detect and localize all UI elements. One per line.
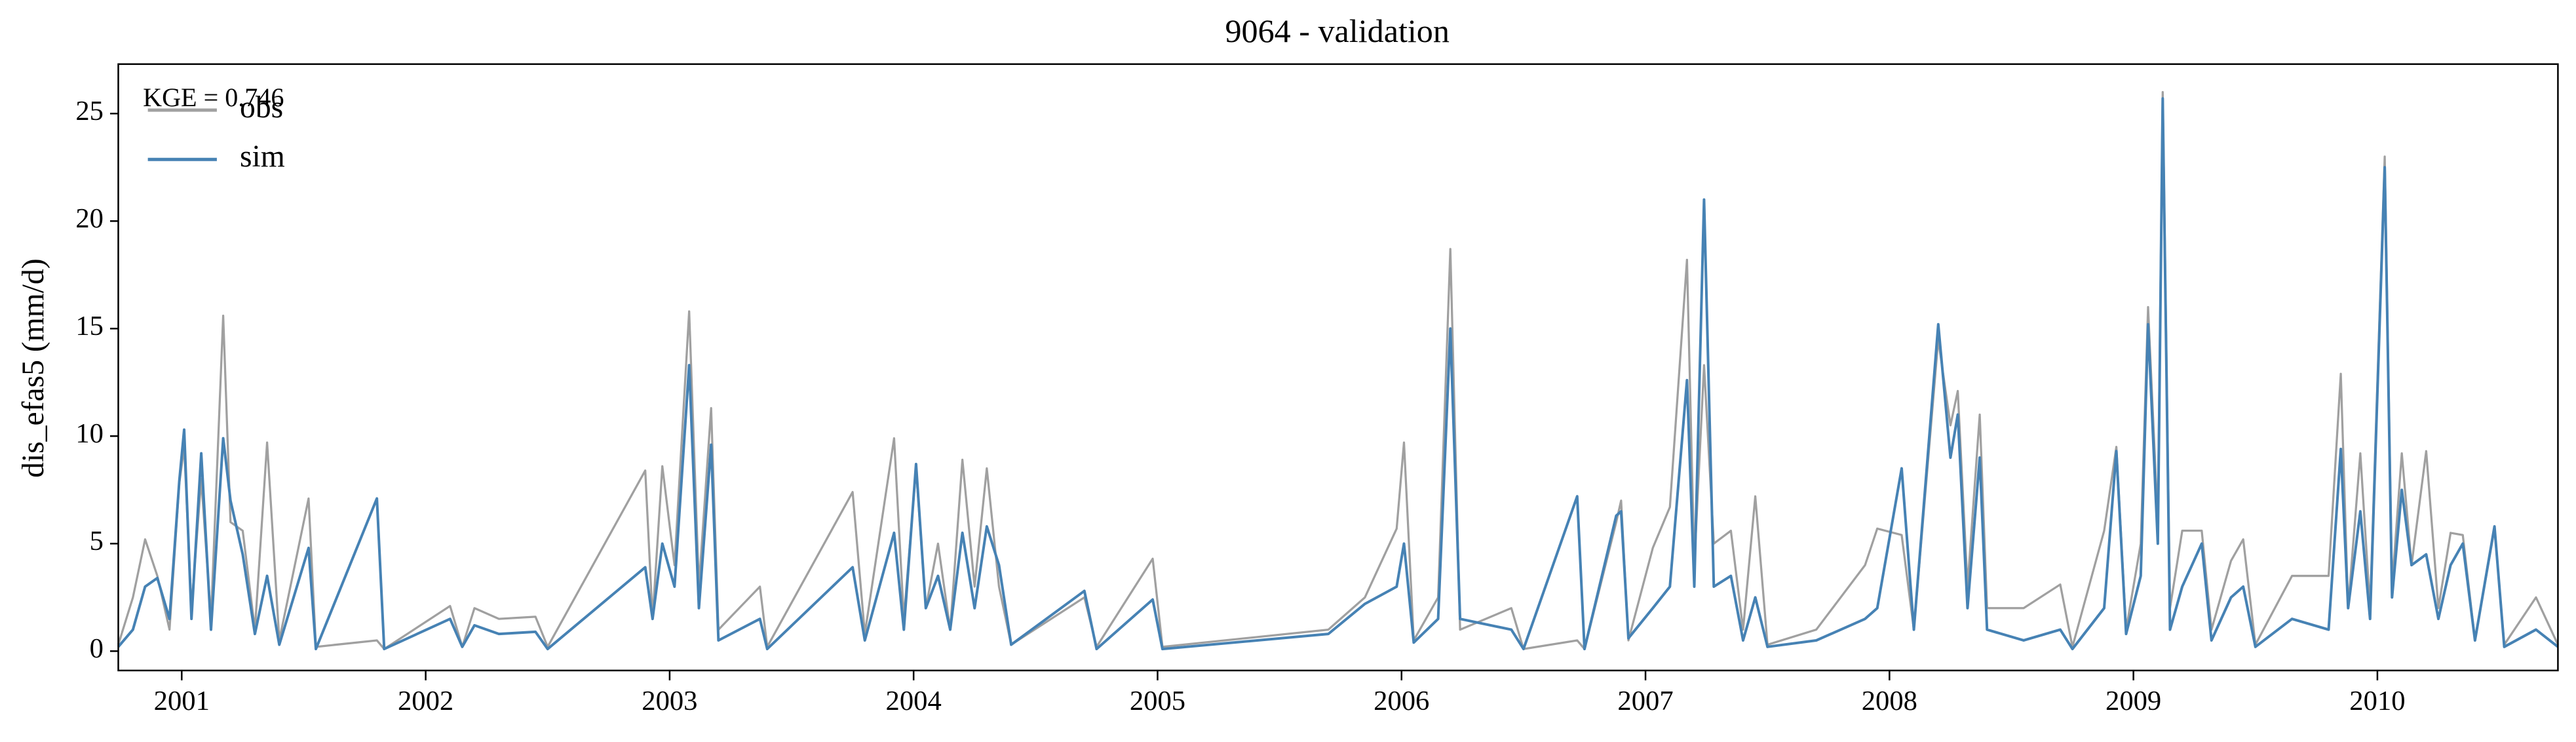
x-tick-label: 2009 (2105, 686, 2161, 716)
legend-label: obs (240, 90, 283, 125)
x-tick-label: 2007 (1617, 686, 1673, 716)
y-tick-label: 5 (90, 526, 104, 556)
x-tick-label: 2003 (642, 686, 697, 716)
y-tick-label: 20 (75, 203, 104, 234)
y-axis-label: dis_efas5 (mm/d) (16, 258, 50, 478)
y-tick-label: 15 (75, 311, 104, 342)
x-tick-label: 2008 (1862, 686, 1917, 716)
y-tick-label: 10 (75, 418, 104, 449)
annotation: KGE = 0.746 (143, 83, 284, 112)
plot-frame (117, 63, 2559, 672)
y-tick-label: 25 (75, 96, 104, 127)
y-tick-label: 0 (90, 633, 104, 664)
chart-title: 9064 - validation (1225, 12, 1449, 49)
x-tick-label: 2006 (1374, 686, 1429, 716)
series-line (117, 97, 2559, 651)
x-tick-label: 2004 (886, 686, 942, 716)
x-tick-label: 2002 (398, 686, 453, 716)
x-tick-label: 2010 (2349, 686, 2405, 716)
x-tick-label: 2001 (154, 686, 210, 716)
legend-label: sim (240, 140, 285, 174)
x-tick-label: 2005 (1130, 686, 1185, 716)
